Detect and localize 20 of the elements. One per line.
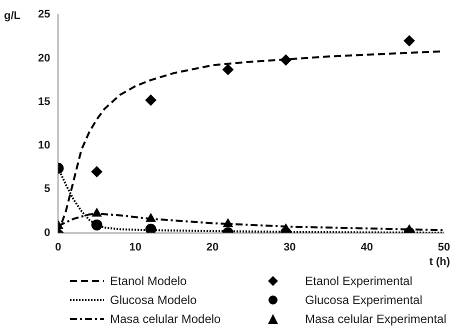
x-tick-label: 40	[360, 241, 373, 254]
y-tick-label: 10	[38, 140, 50, 152]
legend-label: Glucosa Modelo	[110, 293, 197, 307]
y-tick-label: 25	[38, 8, 50, 21]
y-tick-label: 20	[38, 52, 50, 64]
y-tick-label: 15	[38, 96, 50, 108]
x-tick-label: 20	[206, 241, 219, 254]
legend-label: Masa celular Modelo	[110, 312, 221, 326]
y-tick-label: 5	[44, 183, 50, 196]
legend-label: Glucosa Experimental	[305, 293, 422, 307]
x-tick-label: 50	[438, 241, 450, 254]
x-tick-label: 30	[284, 241, 296, 254]
legend-label: Etanol Modelo	[110, 274, 187, 288]
legend-label: Masa celular Experimental	[305, 312, 446, 326]
x-tick-label: 0	[55, 241, 62, 254]
y-axis-title: g/L	[4, 10, 20, 22]
x-tick-label: 10	[129, 241, 142, 254]
legend-label: Etanol Experimental	[305, 274, 412, 288]
y-tick-label: 0	[44, 226, 50, 239]
x-axis-title: t (h)	[429, 256, 450, 268]
